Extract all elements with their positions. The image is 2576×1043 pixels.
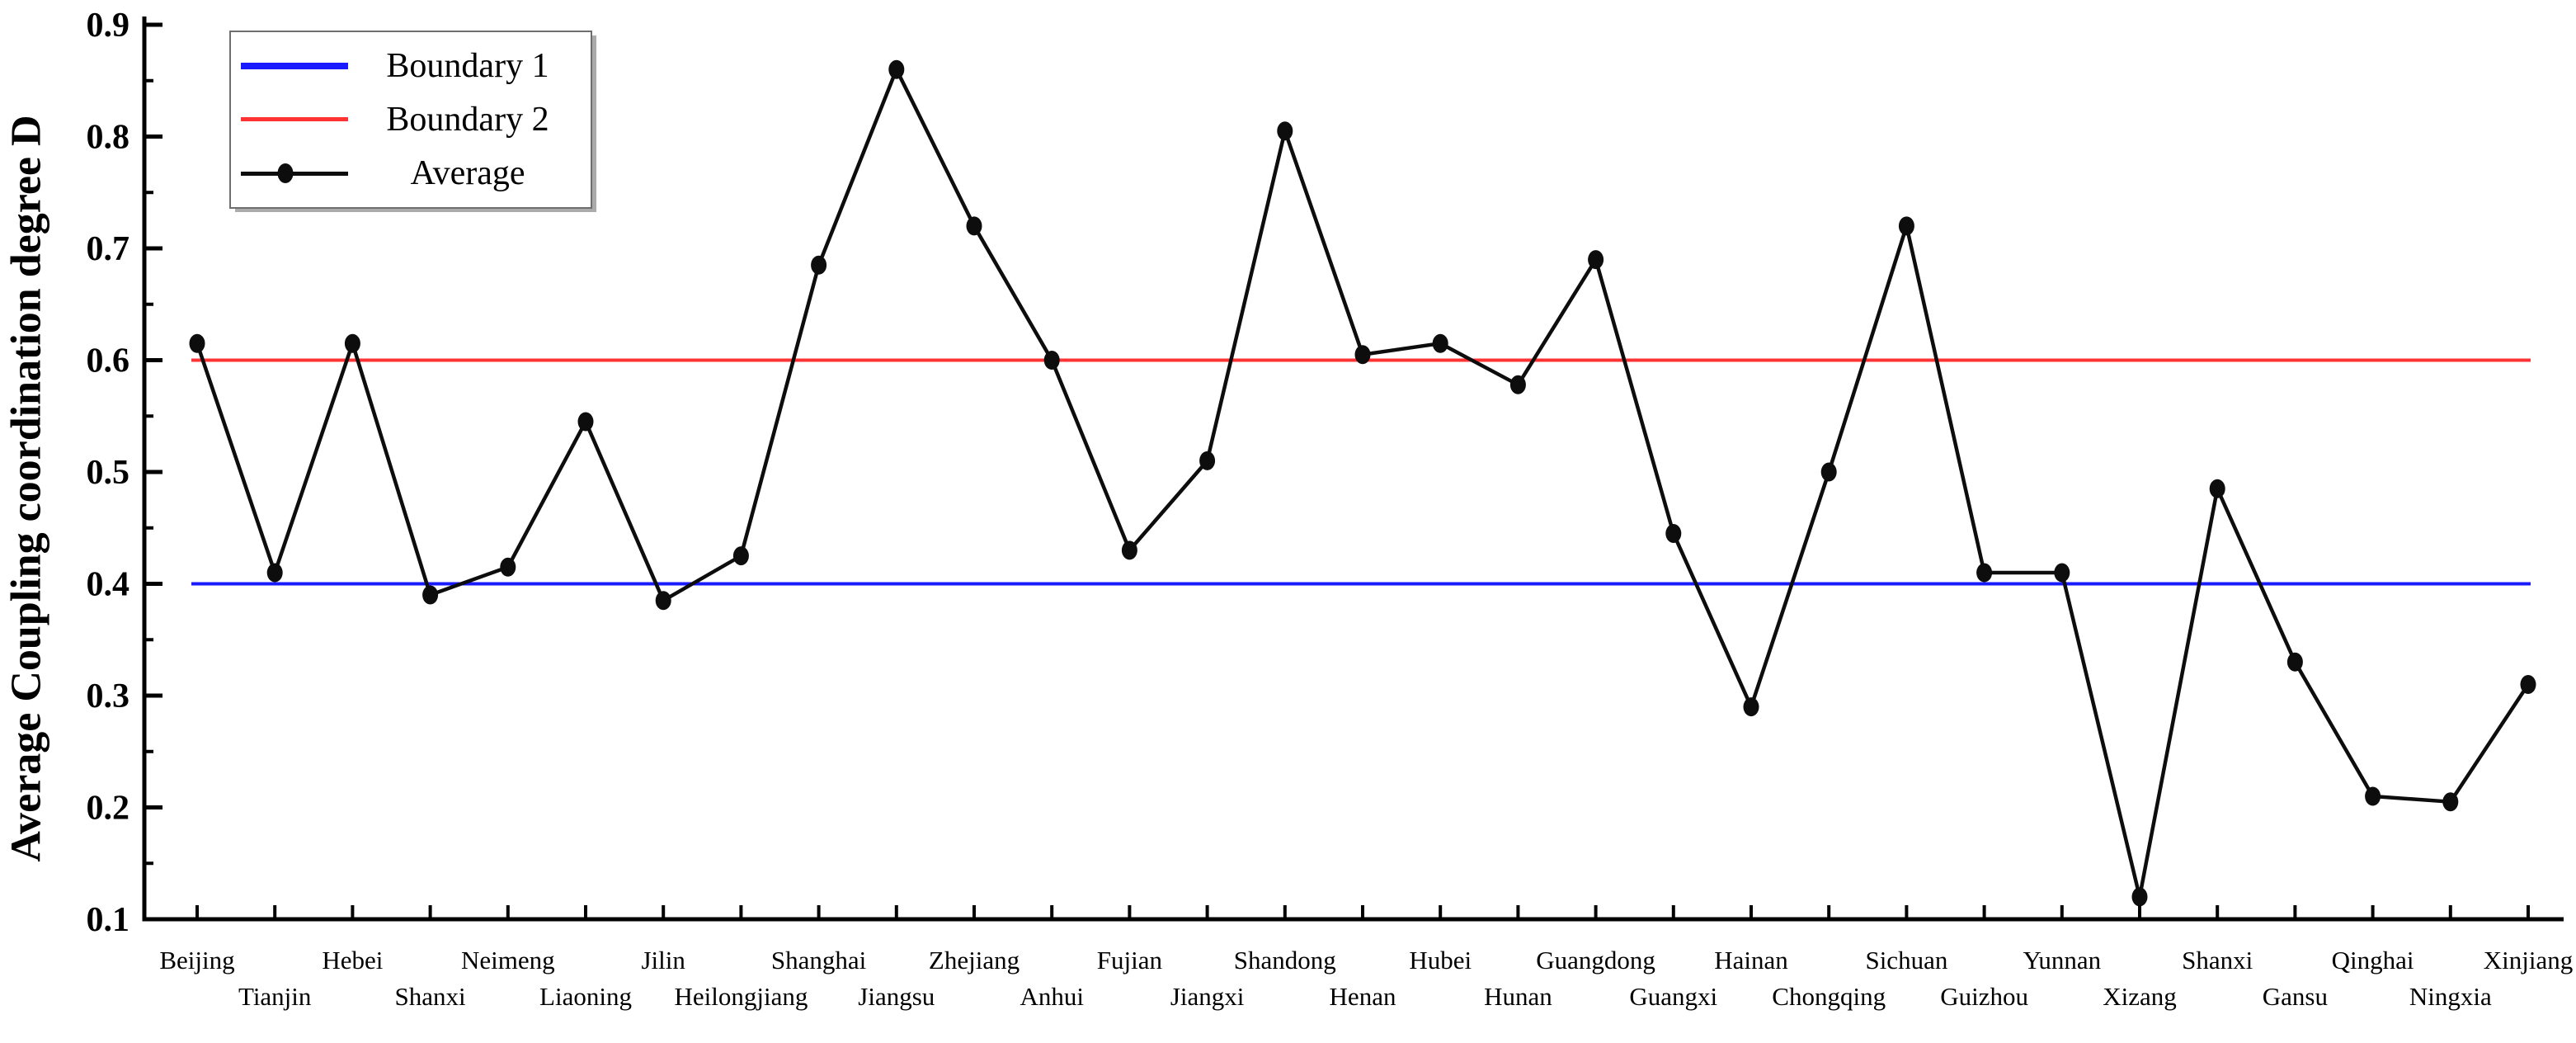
data-point-marker [577,412,594,432]
data-point-marker [888,59,905,79]
data-point-marker [655,591,671,611]
legend-line-sample-black [231,163,350,184]
y-tick-label: 0.1 [87,901,130,939]
data-point-marker [1665,524,1682,543]
x-category-label: Ningxia [2409,982,2492,1011]
data-point-marker [1354,345,1371,365]
x-category-label: Shanghai [771,946,867,975]
x-category-label: Zhejiang [929,946,1020,975]
circle-marker-icon [277,163,294,184]
y-tick-label: 0.6 [87,342,130,380]
y-tick-label: 0.7 [87,230,130,268]
data-point-marker [2131,887,2148,907]
y-tick-label: 0.2 [87,790,130,828]
x-category-label: Beijing [159,946,234,975]
x-category-label: Shandong [1234,946,1336,975]
data-point-marker [344,333,360,353]
data-point-marker [811,255,827,275]
x-category-label: Xizang [2103,982,2177,1011]
x-category-label: Sichuan [1865,946,1947,975]
data-point-marker [1043,351,1060,370]
x-category-label: Henan [1330,982,1396,1011]
x-category-label: Shanxi [2182,946,2253,975]
x-category-label: Tianjin [238,982,312,1011]
legend-label: Average [410,154,525,193]
data-point-marker [1509,375,1526,394]
x-category-label: Shanxi [395,982,467,1011]
legend-item-average: Average [231,149,591,198]
x-category-label: Hebei [322,946,383,975]
y-tick-label: 0.3 [87,677,130,715]
data-point-marker [422,585,439,605]
y-tick-label: 0.8 [87,119,130,157]
data-point-marker [189,333,205,353]
x-category-label: Guangdong [1536,946,1655,975]
x-category-label: Anhui [1020,982,1084,1011]
x-category-label: Qinghai [2332,946,2414,975]
x-category-label: Liaoning [539,982,632,1011]
data-point-marker [500,557,516,577]
x-category-label: Guizhou [1940,982,2028,1011]
data-point-marker [1820,462,1837,482]
x-category-label: Guangxi [1629,982,1717,1011]
x-category-label: Neimeng [461,946,555,975]
data-point-marker [1121,540,1137,560]
data-point-marker [1199,451,1216,470]
y-tick-label: 0.4 [87,566,130,604]
data-point-marker [1976,563,1993,583]
x-category-label: Gansu [2263,982,2328,1011]
legend-line-sample-red [231,117,350,122]
legend-label: Boundary 2 [386,100,549,139]
data-point-marker [1588,250,1604,270]
data-point-marker [966,216,982,236]
data-point-marker [1743,697,1759,717]
y-tick-label: 0.9 [87,7,130,45]
red-line-icon [241,117,348,122]
legend-item-boundary-2: Boundary 2 [231,95,591,144]
y-axis-title: Average Coupling coordination degree D [2,115,50,862]
y-tick-label: 0.5 [87,454,130,492]
legend-line-sample-blue [231,62,350,69]
data-point-marker [2054,563,2070,583]
x-category-label: Hubei [1409,946,1472,975]
data-point-marker [2442,792,2459,812]
x-category-label: Hainan [1714,946,1788,975]
data-point-marker [732,546,749,566]
x-category-label: Heilongjiang [674,982,808,1011]
data-point-marker [1432,333,1448,353]
x-category-label: Xinjiang [2484,946,2574,975]
data-point-marker [2520,675,2536,694]
black-line-icon [241,171,348,176]
blue-line-icon [241,62,348,69]
legend-item-boundary-1: Boundary 1 [231,41,591,91]
legend-label: Boundary 1 [386,46,549,85]
data-point-marker [2209,479,2225,498]
data-point-marker [2365,786,2381,806]
x-category-label: Yunnan [2023,946,2101,975]
legend: Boundary 1 Boundary 2 Average [229,31,592,209]
data-point-marker [1277,121,1293,141]
x-category-label: Jilin [641,946,685,975]
data-point-marker [1898,216,1914,236]
x-category-label: Jiangxi [1170,982,1245,1011]
data-point-marker [2286,652,2303,672]
x-category-label: Jiangsu [858,982,935,1011]
x-category-label: Hunan [1484,982,1552,1011]
x-category-label: Chongqing [1772,982,1886,1011]
data-point-marker [266,563,283,583]
x-category-label: Fujian [1097,946,1163,975]
